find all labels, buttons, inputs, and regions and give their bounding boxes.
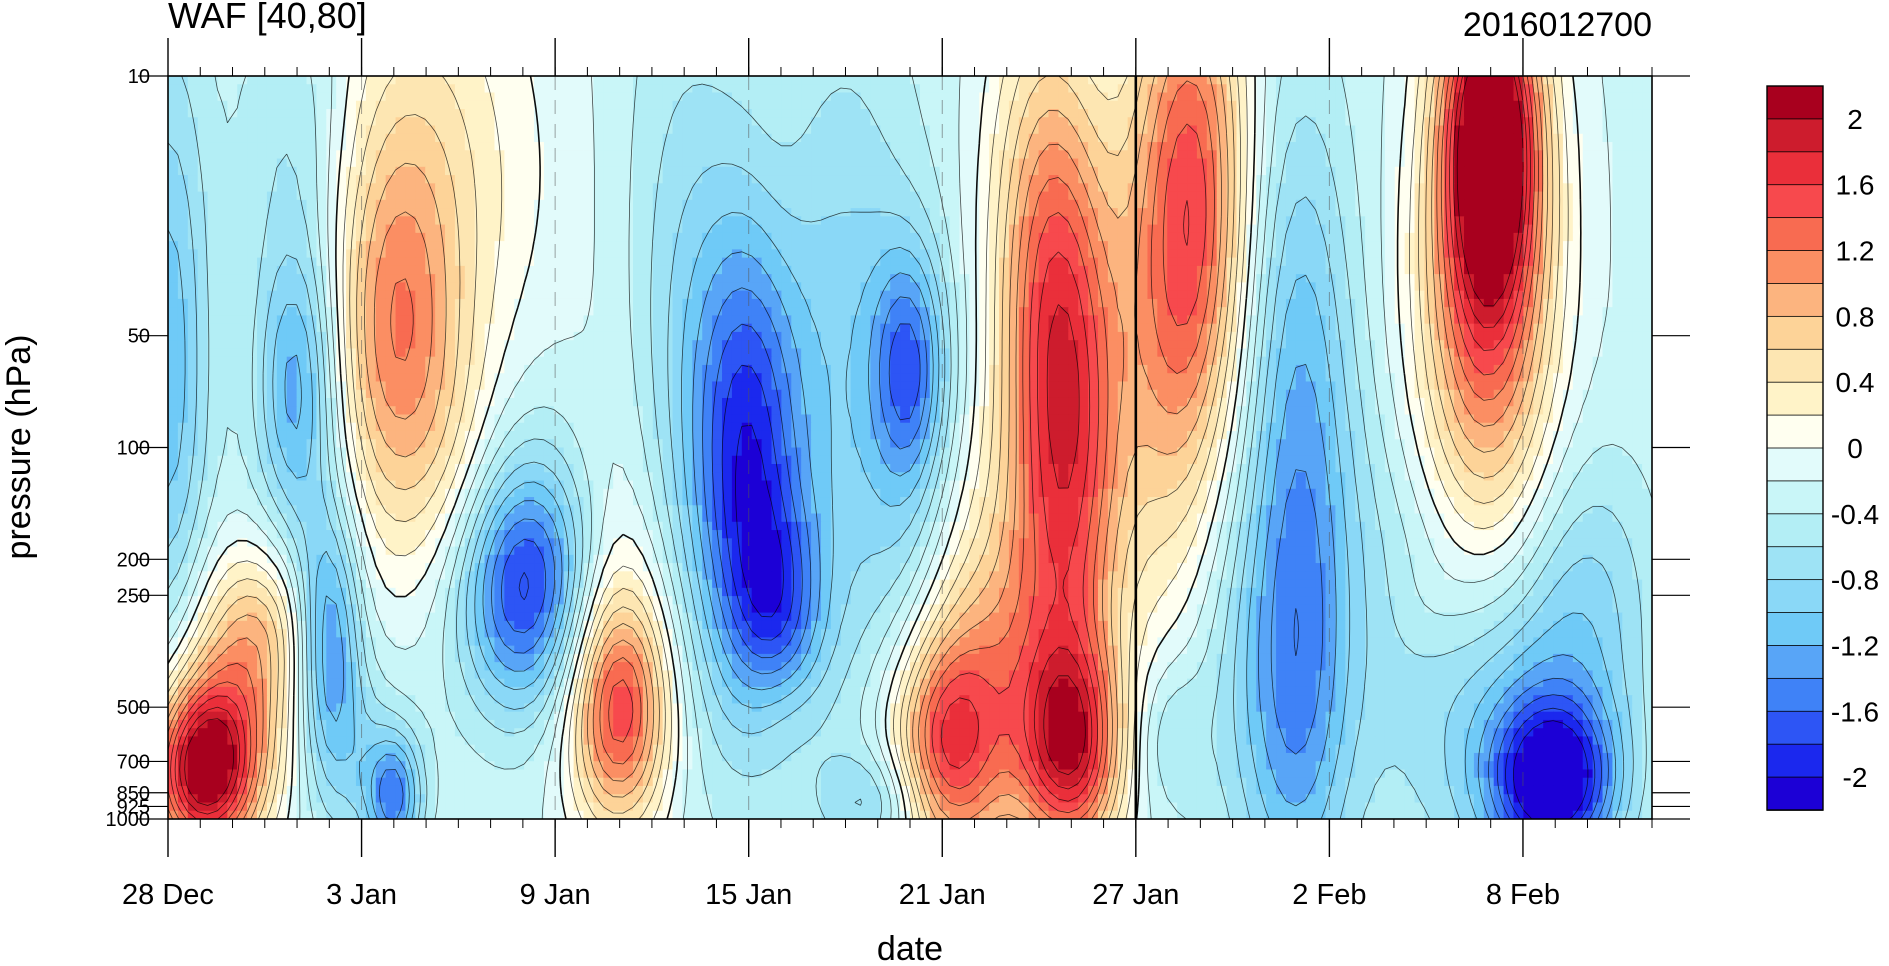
colorbar-box <box>1767 678 1823 711</box>
colorbar-box <box>1767 86 1823 119</box>
colorbar-box <box>1767 580 1823 613</box>
y-tick-label: 50 <box>128 326 150 348</box>
y-tick-label: 500 <box>117 697 150 719</box>
y-tick-label: 200 <box>117 549 150 571</box>
colorbar-box <box>1767 481 1823 514</box>
y-tick-label: 10 <box>128 66 150 88</box>
chart-title-right: 2016012700 <box>1463 6 1652 44</box>
colorbar-box <box>1767 547 1823 580</box>
y-tick-label: 100 <box>117 438 150 460</box>
colorbar-tick-label: -0.4 <box>1831 499 1879 530</box>
colorbar-box <box>1767 744 1823 777</box>
x-tick-label: 8 Feb <box>1486 879 1560 911</box>
colorbar-box <box>1767 514 1823 547</box>
colorbar-tick-label: 1.2 <box>1836 236 1875 267</box>
colorbar-box <box>1767 316 1823 349</box>
colorbar-box <box>1767 152 1823 185</box>
x-tick-label: 15 Jan <box>705 879 792 911</box>
colorbar-box <box>1767 777 1823 810</box>
colorbar-tick-label: -0.8 <box>1831 565 1879 596</box>
colorbar-tick-label: -2 <box>1843 762 1868 793</box>
colorbar-box <box>1767 382 1823 415</box>
colorbar-box <box>1767 349 1823 382</box>
colorbar: 2 1.6 1.2 0.8 0.4 0 -0.4 -0.8 -1.2 -1.6 -2 <box>1767 86 1879 810</box>
colorbar-box <box>1767 645 1823 678</box>
y-tick-label: 700 <box>117 751 150 773</box>
colorbar-box <box>1767 448 1823 481</box>
x-tick-label: 9 Jan <box>520 879 591 911</box>
colorbar-tick-label: 2 <box>1847 104 1863 135</box>
y-axis-label: pressure (hPa) <box>0 335 38 560</box>
colorbar-box <box>1767 119 1823 152</box>
colorbar-tick-label: -1.6 <box>1831 696 1879 727</box>
x-tick-label: 21 Jan <box>899 879 986 911</box>
colorbar-tick-label: 0.4 <box>1836 367 1875 398</box>
colorbar-box <box>1767 185 1823 218</box>
x-tick-label: 27 Jan <box>1092 879 1179 911</box>
colorbar-tick-label: 1.6 <box>1836 170 1875 201</box>
colorbar-box <box>1767 415 1823 448</box>
colorbar-box <box>1767 251 1823 284</box>
x-tick-label: 2 Feb <box>1292 879 1366 911</box>
x-axis-label: date <box>877 930 943 961</box>
y-tick-label: 1000 <box>106 809 151 831</box>
x-tick-label: 28 Dec <box>122 879 214 911</box>
colorbar-tick-label: -1.2 <box>1831 630 1879 661</box>
colorbar-box <box>1767 283 1823 316</box>
colorbar-tick-label: 0.8 <box>1836 301 1875 332</box>
colorbar-box <box>1767 218 1823 251</box>
colorbar-tick-label: 0 <box>1847 433 1863 464</box>
x-tick-label: 3 Jan <box>326 879 397 911</box>
y-tick-label: 250 <box>117 585 150 607</box>
colorbar-box <box>1767 613 1823 646</box>
colorbar-box <box>1767 711 1823 744</box>
chart-title: WAF [40,80] <box>168 0 367 36</box>
